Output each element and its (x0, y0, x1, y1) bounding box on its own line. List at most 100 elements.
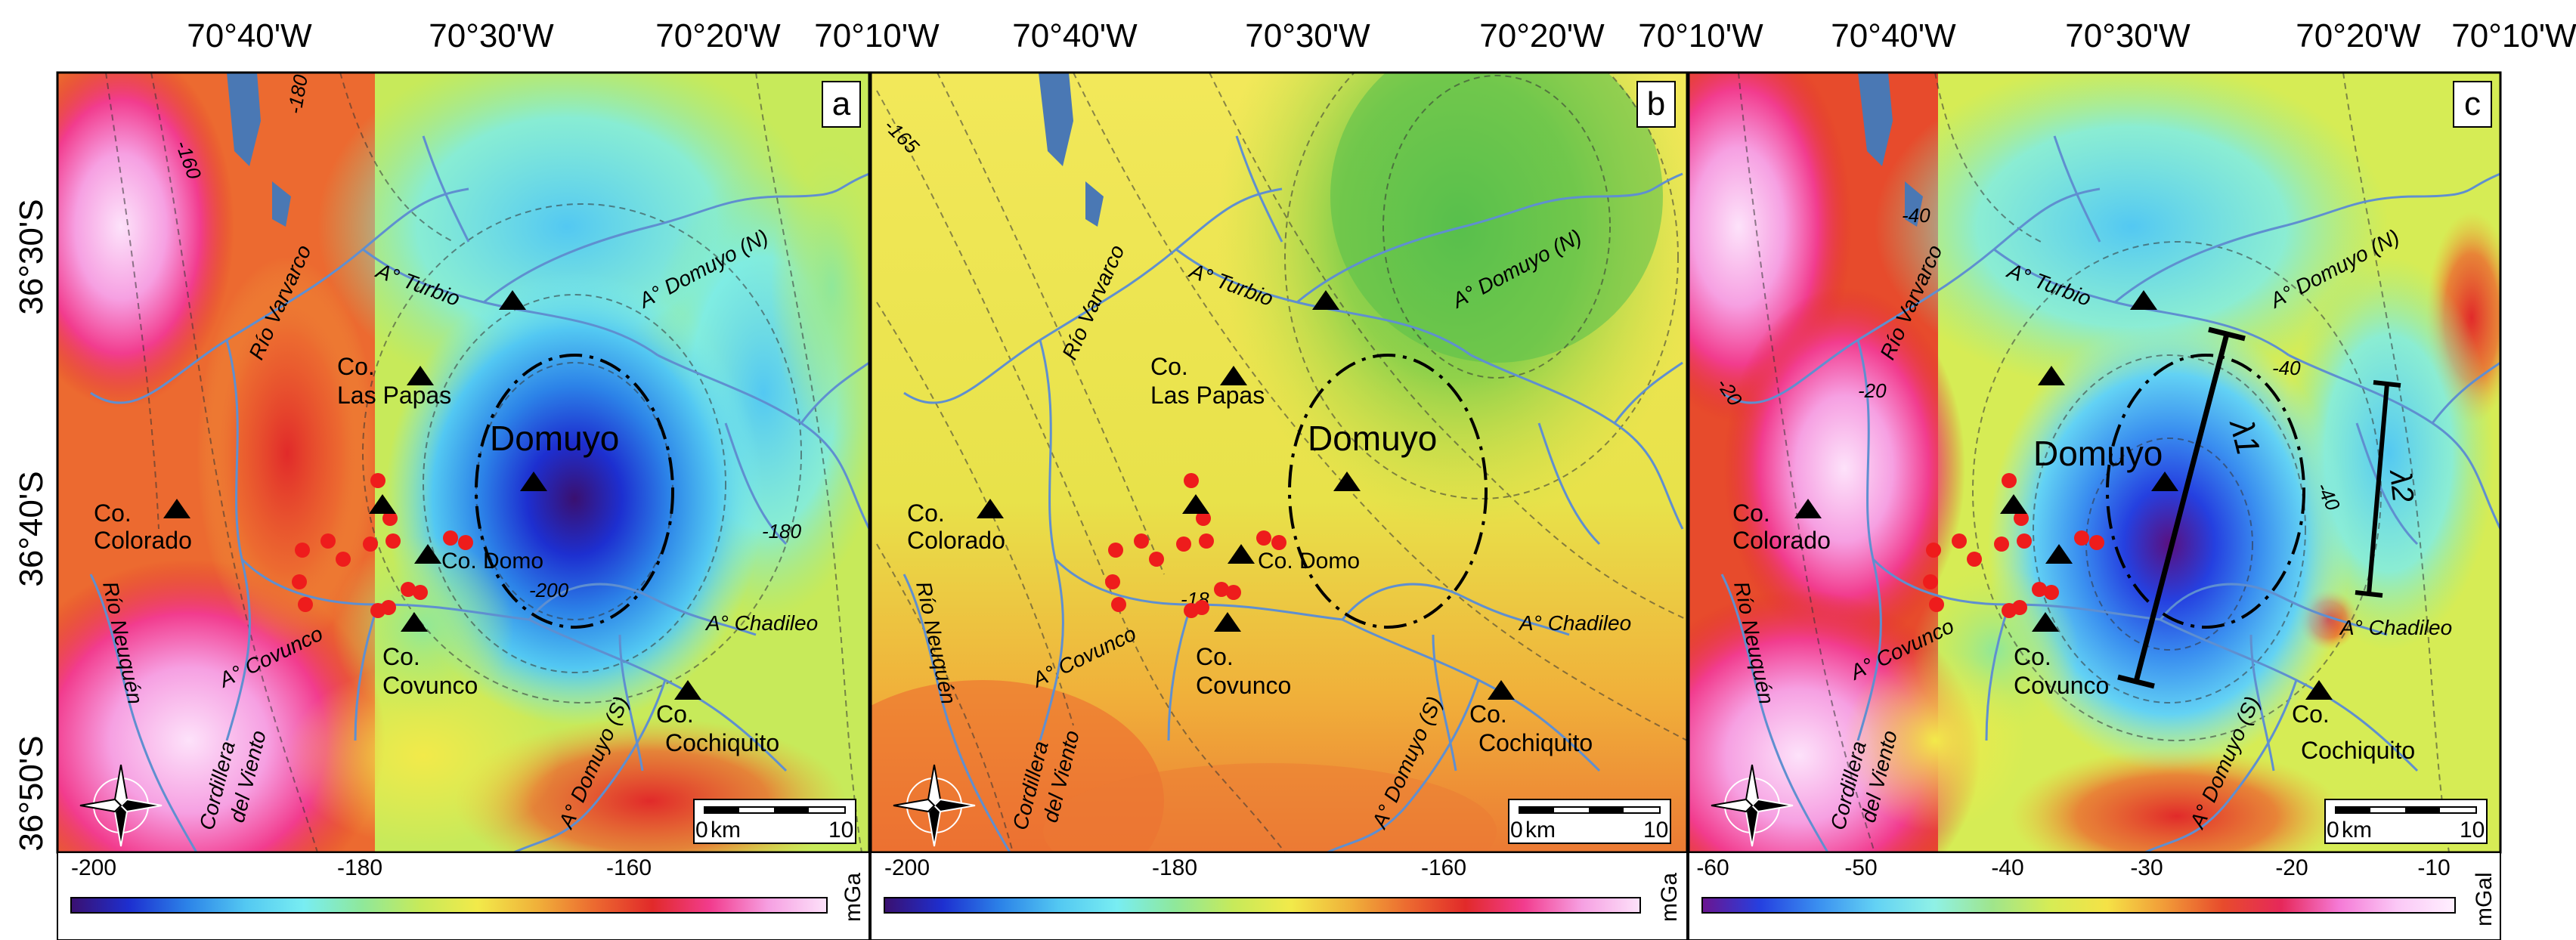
lon-label-c-4: 70°10'W (2451, 17, 2576, 54)
lon-label-c-1: 70°40'W (1831, 17, 1956, 54)
panel-a: -160 -180 -180 -200 Domuyo Co. Las Papas (57, 73, 869, 852)
colorado-label-b-2: Colorado (907, 527, 1005, 554)
lon-label-a-1: 70°40'W (187, 17, 312, 54)
cochiquito-label-c-2: Cochiquito (2301, 737, 2415, 764)
volcano-triangles-a (163, 290, 701, 700)
scalebar-b: 0 km 10 (1508, 799, 1671, 844)
thermal-spring-dots-c (1923, 473, 2104, 618)
colorado-label-b-1: Co. (907, 499, 945, 527)
colorbar-ramp-b (884, 897, 1641, 914)
domuyo-label-c: Domuyo (2033, 434, 2163, 473)
las-papas-label-b-2: Las Papas (1150, 382, 1265, 409)
panel-letter-a: a (832, 85, 851, 122)
cochiquito-label-a-1: Co. (656, 700, 694, 728)
colorbar-tick-c-3: -40 (1991, 855, 2023, 880)
colorbar-tick-b-2: -180 (1152, 855, 1197, 880)
north-arrow-icon-c (1711, 764, 1794, 847)
covunco-label-a-2: Covunco (382, 672, 478, 699)
covunco-label-b-2: Covunco (1196, 672, 1291, 699)
chadileo-label-b: A° Chadileo (1518, 611, 1631, 635)
colorbar-tick-b-3: -160 (1421, 855, 1466, 880)
longitude-labels-top: 70°40'W 70°30'W 70°20'W 70°10'W 70°40'W … (187, 17, 2576, 54)
panel-letter-b: b (1647, 85, 1665, 122)
domuyo-label-b: Domuyo (1308, 419, 1437, 458)
scalebar-ten-a: 10 (828, 818, 853, 843)
domuyo-label-a: Domuyo (490, 419, 619, 458)
colorbar-tick-a-1: -200 (71, 855, 116, 880)
lon-label-c-2: 70°30'W (2065, 17, 2191, 54)
colorbar-unit-c: mGal (2472, 872, 2497, 926)
covunco-label-a-1: Co. (382, 643, 420, 670)
chadileo-label-a: A° Chadileo (704, 611, 818, 635)
lon-label-b-1: 70°40'W (1012, 17, 1138, 54)
lambda2-label: λ2 (2383, 467, 2420, 503)
colorbar-tick-a-2: -180 (337, 855, 382, 880)
colorbar-b: -200 -180 -160 mGa (870, 852, 1688, 940)
contour-label-c-2: -40 (2272, 357, 2301, 379)
profile-lambda1 (2117, 326, 2246, 689)
lon-label-a-4: 70°10'W (814, 17, 940, 54)
lon-label-b-3: 70°20'W (1479, 17, 1605, 54)
colorbar-unit-a: mGa (841, 873, 865, 922)
colorbar-ramp-c (1701, 897, 2456, 914)
cochiquito-label-b-2: Cochiquito (1478, 729, 1593, 756)
scalebar-zero-c: 0 (2327, 818, 2339, 843)
covunco-label-c-1: Co. (2014, 643, 2051, 670)
domuyo-caldera-outline-b (1288, 354, 1488, 629)
lat-label-1: 36°30'S (13, 199, 50, 314)
colorbar-tick-c-1: -60 (1696, 855, 1729, 880)
co-domo-label-a: Co. Domo (441, 549, 543, 574)
contour-label-a-4: -200 (529, 579, 569, 601)
lon-label-b-2: 70°30'W (1245, 17, 1370, 54)
domuyo-caldera-outline-a (475, 354, 674, 629)
cochiquito-label-a-2: Cochiquito (665, 729, 779, 756)
scalebar-unit-a: km (711, 818, 741, 843)
covunco-label-b-1: Co. (1196, 643, 1234, 670)
lon-label-a-3: 70°20'W (655, 17, 781, 54)
colorado-label-a-1: Co. (94, 499, 132, 527)
scalebar-unit-b: km (1525, 818, 1556, 843)
scalebar-unit-c: km (2342, 818, 2372, 843)
panel-b: -165 -18 Domuyo Co. Las Papas Co. Colora… (871, 73, 1687, 852)
colorado-label-c-2: Colorado (1732, 527, 1831, 554)
co-domo-label-b: Co. Domo (1258, 549, 1360, 574)
latitude-labels: 36°30'S 36°40'S 36°50'S (13, 199, 50, 851)
panel-letter-c: c (2464, 85, 2481, 122)
colorbar-tick-c-5: -20 (2275, 855, 2308, 880)
north-arrow-icon-b (893, 764, 976, 847)
north-arrow-icon-a (79, 764, 163, 847)
scalebar-ten-b: 10 (1643, 818, 1668, 843)
colorbar-tick-c-2: -50 (1844, 855, 1877, 880)
colorbar-tick-a-3: -160 (606, 855, 652, 880)
volcano-triangles-b (977, 290, 1515, 700)
colorado-label-c-1: Co. (1732, 499, 1770, 527)
las-papas-label-a-2: Las Papas (337, 382, 451, 409)
cochiquito-label-c-1: Co. (2292, 700, 2330, 728)
lon-label-b-4: 70°10'W (1638, 17, 1763, 54)
lat-label-2: 36°40'S (13, 471, 50, 586)
colorbar-c: -60 -50 -40 -30 -20 -10 mGal (1688, 852, 2501, 940)
las-papas-label-b-1: Co. (1150, 353, 1188, 380)
contour-label-c-1: -40 (1902, 204, 1930, 227)
colorbar-a: -200 -180 -160 mGa (57, 852, 870, 940)
scalebar-zero-a: 0 (695, 818, 708, 843)
colorbar-tick-c-4: -30 (2130, 855, 2163, 880)
panel-letter-boxes: a b c (822, 81, 2492, 128)
contour-label-c-4: -20 (1858, 379, 1887, 402)
lat-label-3: 36°50'S (13, 735, 50, 851)
domuyo-caldera-outline-c (2106, 354, 2305, 629)
colorbar-tick-b-1: -200 (884, 855, 930, 880)
lon-label-a-2: 70°30'W (429, 17, 554, 54)
colorbar-ramp-a (70, 897, 828, 914)
las-papas-label-a-1: Co. (337, 353, 375, 380)
scalebar-c: 0 km 10 (2324, 799, 2488, 844)
colorbar-tick-c-6: -10 (2417, 855, 2450, 880)
volcano-triangles-c (1794, 290, 2333, 700)
contour-label-a-3: -180 (762, 520, 802, 543)
panel-c: -40 -40 -20 -20 -40 (1689, 73, 2500, 852)
scalebar-zero-b: 0 (1510, 818, 1523, 843)
cochiquito-label-b-1: Co. (1469, 700, 1507, 728)
covunco-label-c-2: Covunco (2014, 672, 2109, 699)
colorado-label-a-2: Colorado (94, 527, 192, 554)
